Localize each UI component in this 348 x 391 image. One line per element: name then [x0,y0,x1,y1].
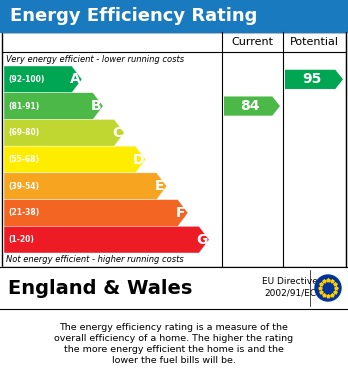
Text: Energy Efficiency Rating: Energy Efficiency Rating [10,7,258,25]
Polygon shape [4,66,82,93]
Bar [2,32,346,267]
Circle shape [315,275,341,301]
Text: (21-38): (21-38) [8,208,39,217]
Text: 84: 84 [240,99,260,113]
Polygon shape [224,97,280,116]
Polygon shape [4,199,188,226]
Text: England & Wales: England & Wales [8,278,192,298]
Polygon shape [4,226,209,253]
Text: Very energy efficient - lower running costs: Very energy efficient - lower running co… [6,54,184,63]
Text: 95: 95 [302,72,322,86]
Text: B: B [91,99,102,113]
Text: A: A [70,72,80,86]
Text: (69-80): (69-80) [8,128,39,137]
Polygon shape [285,70,343,89]
Polygon shape [4,146,145,173]
Text: 2002/91/EC: 2002/91/EC [264,289,316,298]
Text: (92-100): (92-100) [8,75,45,84]
Text: C: C [112,126,122,140]
Polygon shape [4,93,103,119]
Text: the more energy efficient the home is and the: the more energy efficient the home is an… [64,345,284,354]
Text: overall efficiency of a home. The higher the rating: overall efficiency of a home. The higher… [54,334,294,343]
Text: D: D [133,152,144,167]
Bar [0,267,348,309]
Text: Current: Current [231,37,274,47]
Polygon shape [4,119,124,146]
Text: G: G [197,233,208,247]
Text: Not energy efficient - higher running costs: Not energy efficient - higher running co… [6,255,184,264]
Text: EU Directive: EU Directive [262,278,318,287]
Text: The energy efficiency rating is a measure of the: The energy efficiency rating is a measur… [60,323,288,332]
Text: (39-54): (39-54) [8,182,39,191]
Text: (55-68): (55-68) [8,155,39,164]
Text: (1-20): (1-20) [8,235,34,244]
Bar [0,0,348,32]
Text: (81-91): (81-91) [8,102,39,111]
Text: lower the fuel bills will be.: lower the fuel bills will be. [112,356,236,365]
Text: Potential: Potential [290,37,339,47]
Text: F: F [176,206,186,220]
Polygon shape [4,173,167,199]
Text: E: E [155,179,165,193]
